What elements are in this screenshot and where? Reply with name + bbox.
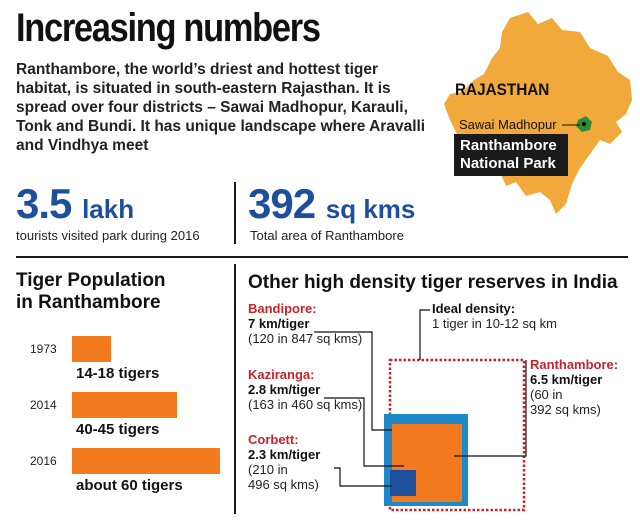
reserve-bandipore-name: Bandipore: (248, 301, 317, 316)
reserve-ranthambore: Ranthambore: 6.5 km/tiger (60 in 392 sq … (530, 357, 618, 417)
map-district-label: Sawai Madhopur (459, 117, 557, 132)
bar-2016 (72, 448, 220, 474)
reserve-corbett-density: 2.3 km/tiger (248, 447, 321, 462)
reserve-kaziranga: Kaziranga: 2.8 km/tiger (163 in 460 sq k… (248, 367, 362, 412)
map-state-label: RAJASTHAN (455, 80, 550, 99)
map-park-label-line1: Ranthambore (460, 137, 557, 154)
tiger-chart-title-line2: in Ranthambore (16, 292, 161, 313)
rajasthan-map (444, 12, 632, 214)
map-park-label: Ranthambore National Park (454, 134, 568, 176)
stat-area-unit: sq kms (325, 194, 416, 224)
ranthambore-leader (454, 360, 527, 457)
bar-label-2014: 40-45 tigers (76, 421, 160, 438)
ideal-density-note: 1 tiger in 10-12 sq km (432, 316, 558, 331)
ideal-density: Ideal density: 1 tiger in 10-12 sq km (432, 301, 557, 331)
stats-divider (234, 182, 236, 244)
reserve-corbett-note-line2: 496 sq kms) (248, 477, 319, 492)
map-park-label-line2: National Park (460, 155, 556, 172)
reserve-ranthambore-name: Ranthambore: (530, 357, 619, 372)
ideal-leader (419, 309, 430, 360)
stat-tourists-unit: lakh (82, 194, 135, 224)
reserve-corbett-name: Corbett: (248, 432, 299, 447)
corbett-leader (334, 467, 392, 487)
reserves-title: Other high density tiger reserves in Ind… (248, 272, 618, 293)
ideal-density-label: Ideal density: (432, 301, 516, 316)
reserve-kaziranga-name: Kaziranga: (248, 367, 315, 382)
reserve-ranthambore-note-line1: (60 in (530, 387, 563, 402)
reserve-corbett-note-line1: (210 in (248, 462, 288, 477)
bar-label-1973: 14-18 tigers (76, 365, 160, 382)
intro-paragraph: Ranthambore, the world’s driest and hott… (16, 61, 426, 154)
reserve-kaziranga-density: 2.8 km/tiger (248, 382, 321, 397)
stat-tourists: 3.5 lakh (16, 180, 134, 228)
bar-year-1973: 1973 (30, 342, 57, 356)
tiger-chart-title: Tiger Population in Ranthambore (16, 270, 166, 314)
reserve-kaziranga-note: (163 in 460 sq kms) (248, 397, 363, 412)
page-title: Increasing numbers (16, 6, 321, 50)
stat-area: 392 sq kms (248, 180, 415, 228)
reserve-ranthambore-note-line2: 392 sq kms) (530, 402, 601, 417)
tiger-chart-title-line1: Tiger Population (16, 270, 166, 291)
park-pointer-dot (581, 121, 587, 127)
corbett-square (390, 470, 416, 496)
rajasthan-state-shape (444, 12, 632, 214)
bar-year-2014: 2014 (30, 398, 57, 412)
stat-area-caption: Total area of Ranthambore (250, 228, 404, 243)
stat-area-value: 392 (248, 180, 316, 227)
bar-1973 (72, 336, 111, 362)
kaziranga-leader (324, 397, 404, 467)
bar-label-2016: about 60 tigers (76, 477, 183, 494)
reserve-bandipore-density: 7 km/tiger (248, 316, 310, 331)
tiger-bar-chart: 1973 14-18 tigers 2014 40-45 tigers 2016 abou… (0, 0, 234, 520)
section-divider (16, 256, 628, 258)
stat-tourists-caption: tourists visited park during 2016 (16, 228, 200, 243)
reserve-ranthambore-density: 6.5 km/tiger (530, 372, 603, 387)
reserve-bandipore-note: (120 in 847 sq kms) (248, 331, 363, 346)
bar-year-2016: 2016 (30, 454, 57, 468)
reserves-diagram (314, 309, 527, 512)
reserve-bandipore: Bandipore: 7 km/tiger (120 in 847 sq kms… (248, 301, 362, 346)
bar-2014 (72, 392, 177, 418)
stat-tourists-value: 3.5 (16, 180, 72, 227)
reserve-corbett: Corbett: 2.3 km/tiger (210 in 496 sq kms… (248, 432, 320, 492)
bandipore-leader (314, 331, 392, 431)
chart-divider (234, 264, 236, 514)
